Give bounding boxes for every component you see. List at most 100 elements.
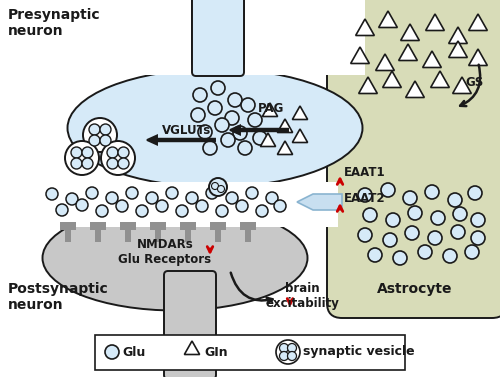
Polygon shape — [448, 27, 468, 43]
FancyBboxPatch shape — [192, 0, 244, 76]
Circle shape — [56, 204, 68, 216]
Polygon shape — [278, 141, 292, 155]
Bar — [215, 224, 221, 242]
Circle shape — [216, 205, 228, 217]
Circle shape — [100, 135, 111, 146]
Circle shape — [471, 231, 485, 245]
Bar — [120, 222, 136, 230]
Circle shape — [176, 205, 188, 217]
FancyBboxPatch shape — [327, 0, 500, 318]
Circle shape — [431, 211, 445, 225]
Circle shape — [218, 185, 224, 193]
Text: Presynaptic
neuron: Presynaptic neuron — [8, 8, 100, 38]
Circle shape — [166, 187, 178, 199]
Polygon shape — [376, 54, 394, 70]
Circle shape — [203, 141, 217, 155]
Circle shape — [443, 249, 457, 263]
Bar — [125, 224, 131, 242]
Circle shape — [238, 141, 252, 155]
Circle shape — [405, 226, 419, 240]
Circle shape — [196, 200, 208, 212]
Circle shape — [246, 187, 258, 199]
Polygon shape — [382, 71, 402, 87]
Circle shape — [425, 185, 439, 199]
Circle shape — [280, 343, 288, 352]
Circle shape — [428, 231, 442, 245]
Polygon shape — [262, 103, 278, 116]
Circle shape — [193, 88, 207, 102]
Circle shape — [101, 141, 135, 175]
Polygon shape — [356, 19, 374, 35]
Circle shape — [211, 81, 225, 95]
Circle shape — [82, 158, 93, 169]
Circle shape — [451, 225, 465, 239]
Bar — [180, 222, 196, 230]
Circle shape — [453, 207, 467, 221]
Bar — [70, 0, 365, 75]
Bar — [210, 222, 226, 230]
Polygon shape — [468, 14, 487, 31]
FancyArrow shape — [297, 194, 342, 210]
Circle shape — [89, 135, 100, 146]
Bar — [65, 224, 71, 242]
Circle shape — [209, 178, 227, 196]
Polygon shape — [260, 133, 276, 147]
Circle shape — [46, 188, 58, 200]
Polygon shape — [422, 51, 442, 67]
Polygon shape — [468, 49, 487, 66]
Circle shape — [71, 158, 82, 169]
Circle shape — [403, 191, 417, 205]
Circle shape — [116, 200, 128, 212]
Circle shape — [288, 351, 296, 360]
Text: Glu Receptors: Glu Receptors — [118, 253, 212, 267]
Circle shape — [418, 245, 432, 259]
Circle shape — [393, 251, 407, 265]
Polygon shape — [430, 71, 450, 87]
Bar — [95, 224, 101, 242]
Circle shape — [107, 147, 118, 158]
Circle shape — [274, 200, 286, 212]
Bar — [95, 335, 405, 370]
Circle shape — [118, 147, 129, 158]
Circle shape — [381, 183, 395, 197]
Circle shape — [241, 98, 255, 112]
Circle shape — [208, 101, 222, 115]
Bar — [48, 182, 338, 227]
Circle shape — [191, 108, 205, 122]
Circle shape — [248, 113, 262, 127]
Circle shape — [358, 228, 372, 242]
Circle shape — [100, 124, 111, 135]
Text: brain
excitability: brain excitability — [265, 282, 339, 310]
FancyArrow shape — [230, 126, 288, 135]
Polygon shape — [358, 77, 378, 93]
Text: VGLUTs: VGLUTs — [162, 124, 211, 136]
Circle shape — [448, 193, 462, 207]
Circle shape — [471, 213, 485, 227]
Polygon shape — [292, 106, 308, 120]
Circle shape — [86, 187, 98, 199]
Circle shape — [89, 124, 100, 135]
Circle shape — [212, 182, 218, 190]
Bar — [240, 222, 256, 230]
Circle shape — [76, 199, 88, 211]
Polygon shape — [350, 47, 370, 63]
Text: synaptic vesicle: synaptic vesicle — [303, 345, 414, 359]
Polygon shape — [400, 24, 419, 40]
Circle shape — [383, 233, 397, 247]
Circle shape — [280, 351, 288, 360]
Circle shape — [107, 158, 118, 169]
Polygon shape — [452, 77, 471, 93]
Text: Postsynaptic
neuron: Postsynaptic neuron — [8, 282, 109, 312]
Circle shape — [66, 193, 78, 205]
Circle shape — [225, 111, 239, 125]
FancyBboxPatch shape — [192, 0, 244, 66]
Polygon shape — [406, 81, 424, 98]
Circle shape — [71, 147, 82, 158]
Circle shape — [106, 192, 118, 204]
Circle shape — [82, 147, 93, 158]
Circle shape — [233, 126, 247, 140]
Circle shape — [266, 192, 278, 204]
Polygon shape — [278, 119, 292, 132]
FancyArrow shape — [147, 135, 215, 144]
Polygon shape — [292, 129, 308, 143]
